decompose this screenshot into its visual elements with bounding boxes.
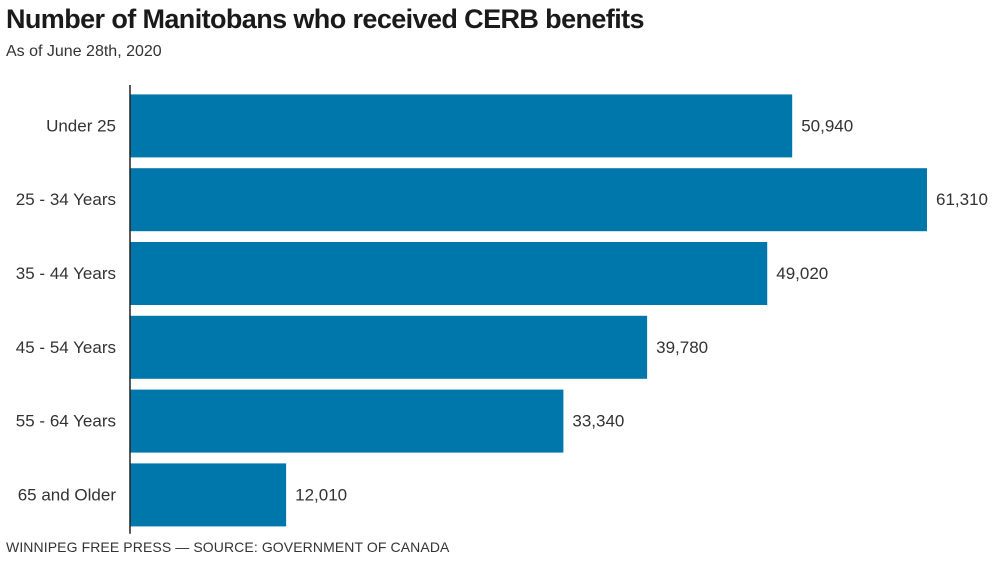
source-credit: WINNIPEG FREE PRESS — SOURCE: GOVERNMENT… — [6, 539, 450, 555]
chart-subtitle: As of June 28th, 2020 — [6, 43, 162, 60]
category-label-5: 65 and Older — [18, 485, 117, 504]
bar-3 — [130, 315, 648, 379]
bar-5 — [130, 463, 287, 527]
value-label-2: 49,020 — [776, 264, 828, 283]
bar-1 — [130, 168, 927, 232]
category-label-2: 35 - 44 Years — [16, 264, 116, 283]
value-label-5: 12,010 — [295, 485, 347, 504]
chart-title: Number of Manitobans who received CERB b… — [6, 4, 645, 34]
category-label-4: 55 - 64 Years — [16, 412, 116, 431]
category-label-0: Under 25 — [46, 116, 116, 135]
value-label-4: 33,340 — [572, 412, 624, 431]
bar-2 — [130, 242, 768, 305]
category-label-3: 45 - 54 Years — [16, 338, 116, 357]
category-label-1: 25 - 34 Years — [16, 190, 116, 209]
value-label-3: 39,780 — [656, 338, 708, 357]
value-label-1: 61,310 — [936, 190, 988, 209]
bar-0 — [130, 94, 793, 158]
bar-4 — [130, 389, 564, 453]
value-label-0: 50,940 — [801, 116, 853, 135]
